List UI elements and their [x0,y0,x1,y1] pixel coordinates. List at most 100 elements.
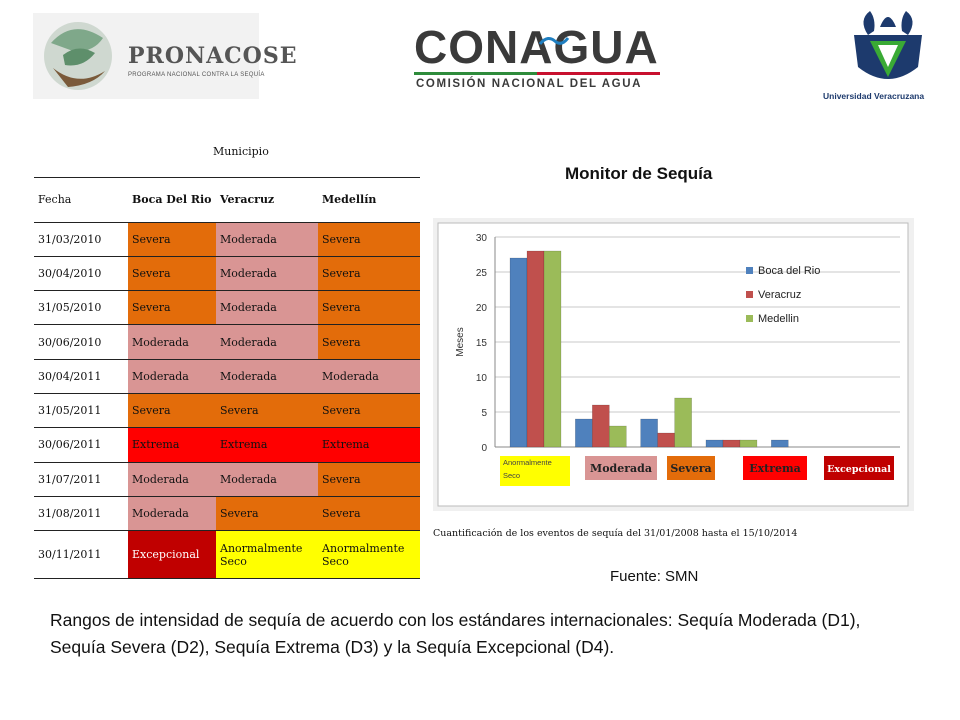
cell-boca: Moderada [128,359,216,394]
cell-veracruz: Moderada [216,462,318,497]
table-row: 30/06/2010 Moderada Moderada Severa [34,324,420,360]
bar-boca-del-rio [640,418,658,448]
cell-fecha: 31/07/2011 [34,462,128,497]
table-row: 31/08/2011 Moderada Severa Severa [34,496,420,532]
cell-boca: Moderada [128,496,216,532]
x-tick-label: Severa [670,462,711,475]
bar-boca-del-rio [575,418,593,448]
table-body: 31/03/2010 Severa Moderada Severa 30/04/2010… [34,222,420,580]
x-tick-label: Moderada [590,462,652,475]
description-text: Rangos de intensidad de sequía de acuerd… [50,610,861,657]
header-boca: Boca Del Rio [128,177,216,223]
table-row: 31/03/2010 Severa Moderada Severa [34,222,420,257]
cell-boca: Severa [128,290,216,326]
cell-veracruz: Severa [216,393,318,429]
pronacose-name: PRONACOSE [128,43,298,69]
table-row: 30/06/2011 Extrema Extrema Extrema [34,427,420,463]
legend-label: Veracruz [758,289,801,301]
cell-medellin: Severa [318,462,420,497]
cell-medellin: Severa [318,290,420,326]
legend-swatch [746,315,753,322]
category-swatch [585,456,657,480]
y-tick-label: 10 [476,373,488,384]
y-tick-label: 15 [476,338,488,349]
cell-fecha: 30/06/2011 [34,427,128,463]
bar-medellin [674,397,692,448]
wave-icon [538,37,570,45]
cell-medellin: Extrema [318,427,420,463]
y-axis-label: Meses [455,327,466,356]
header-veracruz: Veracruz [216,177,318,223]
bar-medellin [739,439,758,448]
legend-label: Boca del Rio [758,265,820,277]
y-tick-label: 0 [481,443,487,454]
y-tick-label: 30 [476,233,488,244]
cell-boca: Severa [128,222,216,257]
cell-veracruz: Extrema [216,427,318,463]
table-corner [34,143,128,178]
chart-container: 0 5 10 15 20 25 30 Meses Anormalmente Seco Moderad… [433,218,914,511]
cell-veracruz: Moderada [216,359,318,394]
bar-boca-del-rio [771,439,789,448]
cell-medellin: Severa [318,222,420,257]
table-row: 31/05/2011 Severa Severa Severa [34,393,420,429]
conagua-name: CONAGUA [414,21,659,73]
cell-boca: Severa [128,256,216,292]
cell-fecha: 31/05/2011 [34,393,128,429]
x-tick-label: Anormalmente [503,458,552,467]
drought-bar-chart: 0 5 10 15 20 25 30 Meses Anormalmente Seco Moderad… [437,222,909,507]
uv-name: Universidad Veracruzana [823,91,925,101]
cell-boca: Extrema [128,427,216,463]
conagua-subtitle: COMISIÓN NACIONAL DEL AGUA [416,78,643,90]
table-row: 30/04/2010 Severa Moderada Severa [34,256,420,292]
cell-fecha: 30/06/2010 [34,324,128,360]
conagua-logo: CONAGUA COMISIÓN NACIONAL DEL AGUA [410,20,670,100]
pronacose-subtitle: PROGRAMA NACIONAL CONTRA LA SEQUÍA [128,72,265,78]
table-row: 31/07/2011 Moderada Moderada Severa [34,462,420,497]
cell-fecha: 31/03/2010 [34,222,128,257]
cell-medellin: Moderada [318,359,420,394]
cell-fecha: 31/05/2010 [34,290,128,326]
uv-emblem-icon [854,11,922,79]
x-tick-label: Extrema [749,462,801,475]
legend-label: Medellin [758,313,799,325]
bar-medellin [609,425,627,448]
pronacose-emblem-icon [44,22,112,90]
uv-logo: Universidad Veracruzana [818,5,958,105]
x-tick-label: Seco [503,471,520,480]
category-swatch [824,456,894,480]
legend-swatch [746,291,753,298]
cell-boca: Excepcional [128,530,216,580]
cell-veracruz: Anormalmente Seco [216,530,318,580]
bar-veracruz [592,404,610,448]
cell-fecha: 30/04/2011 [34,359,128,394]
bar-veracruz [722,439,741,448]
cell-veracruz: Moderada [216,324,318,360]
header-fecha: Fecha [34,177,128,223]
header-medellin: Medellín [318,177,420,223]
header-municipio: Municipio [128,143,420,178]
cell-boca: Moderada [128,324,216,360]
category-swatch [667,456,715,480]
table-row: 31/05/2010 Severa Moderada Severa [34,290,420,326]
y-tick-label: 5 [481,408,487,419]
cell-boca: Severa [128,393,216,429]
cell-boca: Moderada [128,462,216,497]
cell-medellin: Severa [318,324,420,360]
cell-medellin: Severa [318,496,420,532]
bar-veracruz [526,250,545,448]
drought-table: Municipio Fecha Boca Del Rio Veracruz Me… [34,143,420,580]
table-row: 30/04/2011 Moderada Moderada Moderada [34,359,420,394]
bar-veracruz [657,432,675,448]
cell-medellin: Severa [318,256,420,292]
cell-fecha: 30/11/2011 [34,530,128,580]
cell-medellin: Anormalmente Seco [318,530,420,580]
cell-veracruz: Moderada [216,256,318,292]
y-tick-label: 20 [476,303,488,314]
cell-veracruz: Moderada [216,222,318,257]
cell-medellin: Severa [318,393,420,429]
cell-veracruz: Moderada [216,290,318,326]
source-text: Fuente: SMN [610,568,699,585]
cell-fecha: 30/04/2010 [34,256,128,292]
conagua-bar [414,72,660,75]
